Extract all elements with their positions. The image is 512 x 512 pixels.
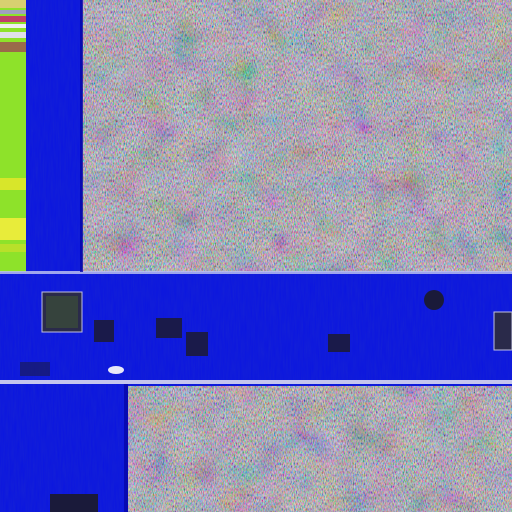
metal-line-upper	[0, 271, 512, 274]
speckled-region-lower	[128, 386, 512, 512]
via-pads	[20, 290, 512, 512]
left-color-bar	[0, 0, 26, 272]
edge-line-left	[80, 0, 83, 272]
edge-line-bottom	[124, 384, 128, 512]
metal-line-lower	[0, 380, 512, 384]
speckled-region-upper	[82, 0, 512, 272]
